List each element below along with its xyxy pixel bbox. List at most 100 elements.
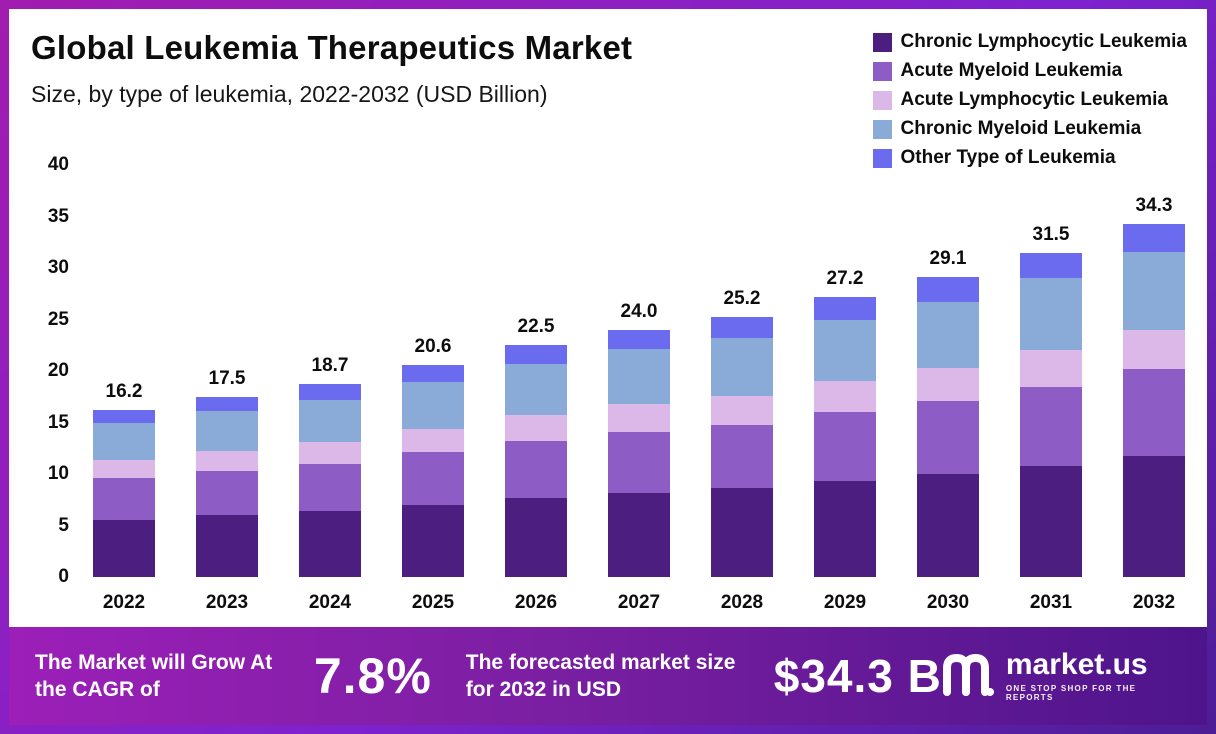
bar-total-label: 20.6 xyxy=(414,335,452,357)
page-subtitle: Size, by type of leukemia, 2022-2032 (US… xyxy=(31,81,548,107)
bar-segment-acute-lymphocytic-leukemia xyxy=(711,395,773,425)
x-tick-label: 2029 xyxy=(823,592,867,613)
bar-segment-acute-myeloid-leukemia xyxy=(196,470,258,516)
y-tick-label: 20 xyxy=(47,360,69,381)
bar-segment-acute-myeloid-leukemia xyxy=(299,463,361,512)
cagr-label: The Market will Grow At the CAGR of xyxy=(35,650,273,701)
infographic-canvas: Global Leukemia Therapeutics Market Size… xyxy=(9,9,1207,725)
plot-area: 16.2 2022 17.5 2023 18.7 2024 20.6 2025 22.5 2026… xyxy=(85,143,1193,621)
bar-segment-chronic-lymphocytic-leukemia xyxy=(917,474,979,577)
bar-segment-acute-myeloid-leukemia xyxy=(93,478,155,521)
bar-segment-acute-lymphocytic-leukemia xyxy=(196,451,258,471)
bar-total-label: 16.2 xyxy=(105,381,143,403)
market-us-logo-icon xyxy=(942,652,994,701)
y-tick-label: 15 xyxy=(47,411,69,433)
bar-segment-chronic-myeloid-leukemia xyxy=(196,411,258,452)
bar-segment-acute-lymphocytic-leukemia xyxy=(608,403,670,432)
bar-segment-chronic-lymphocytic-leukemia xyxy=(402,504,464,577)
legend: Chronic Lymphocytic Leukemia Acute Myeloi… xyxy=(872,31,1187,169)
bar-segment-other-type-of-leukemia xyxy=(608,329,670,350)
bar-total-label: 34.3 xyxy=(1135,194,1173,216)
bar-stack: 20.6 xyxy=(402,143,464,577)
bar-segment-chronic-lymphocytic-leukemia xyxy=(814,481,876,577)
bar-segment-chronic-myeloid-leukemia xyxy=(402,382,464,429)
x-tick-label: 2028 xyxy=(720,592,764,613)
bar-segment-chronic-lymphocytic-leukemia xyxy=(299,511,361,577)
bar-segment-chronic-myeloid-leukemia xyxy=(917,302,979,368)
x-tick-label: 2024 xyxy=(308,592,352,613)
cagr-value: 7.8% xyxy=(313,648,432,704)
bar-stack: 24.0 xyxy=(608,143,670,577)
bar-segment-acute-lymphocytic-leukemia xyxy=(1020,350,1082,387)
legend-swatch xyxy=(872,90,892,110)
legend-label: Other Type of Leukemia xyxy=(900,147,1116,168)
bar-column-2027: 24.0 2027 xyxy=(608,143,670,621)
bar-segment-chronic-myeloid-leukemia xyxy=(1020,278,1082,351)
bar-stack: 16.2 xyxy=(93,143,155,577)
bar-segment-acute-lymphocytic-leukemia xyxy=(299,442,361,464)
bar-segment-acute-lymphocytic-leukemia xyxy=(505,415,567,442)
bar-total-label: 29.1 xyxy=(929,248,967,270)
y-axis: 0 5 10 15 20 25 30 35 40 xyxy=(27,143,85,621)
bar-total-label: 24.0 xyxy=(620,300,658,322)
brand-tagline: ONE STOP SHOP FOR THE REPORTS xyxy=(1005,684,1137,702)
bar-segment-other-type-of-leukemia xyxy=(1123,223,1185,252)
bar-segment-chronic-lymphocytic-leukemia xyxy=(196,515,258,577)
y-tick-label: 35 xyxy=(47,205,69,227)
legend-label: Acute Myeloid Leukemia xyxy=(900,60,1123,81)
legend-item-other-type-of-leukemia: Other Type of Leukemia xyxy=(872,147,1187,169)
x-tick-label: 2025 xyxy=(411,592,455,613)
x-tick-label: 2032 xyxy=(1132,592,1176,613)
bar-total-label: 27.2 xyxy=(826,267,864,289)
y-tick-label: 30 xyxy=(47,257,69,278)
x-tick-label: 2023 xyxy=(205,592,249,613)
bar-segment-acute-myeloid-leukemia xyxy=(505,441,567,498)
y-tick-label: 25 xyxy=(47,308,69,330)
page-title: Global Leukemia Therapeutics Market xyxy=(31,29,633,66)
bar-column-2026: 22.5 2026 xyxy=(505,143,567,621)
bar-segment-chronic-lymphocytic-leukemia xyxy=(711,488,773,577)
bar-segment-acute-myeloid-leukemia xyxy=(814,412,876,482)
legend-swatch xyxy=(872,32,892,52)
legend-item-chronic-lymphocytic-leukemia: Chronic Lymphocytic Leukemia xyxy=(872,31,1187,53)
bar-total-label: 25.2 xyxy=(723,288,761,310)
legend-swatch xyxy=(872,148,892,168)
bar-stack: 18.7 xyxy=(299,143,361,577)
bar-segment-other-type-of-leukemia xyxy=(196,396,258,412)
bar-stack: 22.5 xyxy=(505,143,567,577)
bar-segment-acute-lymphocytic-leukemia xyxy=(917,367,979,401)
legend-swatch xyxy=(872,119,892,139)
brand: market.us ONE STOP SHOP FOR THE REPORTS xyxy=(942,650,1181,702)
x-tick-label: 2031 xyxy=(1029,592,1073,613)
bar-segment-chronic-lymphocytic-leukemia xyxy=(93,520,155,577)
y-tick-label: 0 xyxy=(58,566,69,587)
bar-segment-chronic-myeloid-leukemia xyxy=(299,399,361,443)
bar-segment-acute-myeloid-leukemia xyxy=(608,431,670,493)
bar-segment-acute-myeloid-leukemia xyxy=(917,400,979,474)
y-tick-label: 40 xyxy=(47,154,69,175)
bar-segment-other-type-of-leukemia xyxy=(917,277,979,303)
bar-segment-acute-myeloid-leukemia xyxy=(1123,369,1185,456)
bar-column-2023: 17.5 2023 xyxy=(196,143,258,621)
bar-segment-acute-myeloid-leukemia xyxy=(711,424,773,489)
y-tick-label: 10 xyxy=(47,463,69,484)
bar-total-label: 17.5 xyxy=(208,367,246,389)
bar-segment-chronic-myeloid-leukemia xyxy=(93,422,155,460)
brand-name: market.us xyxy=(1005,648,1148,681)
brand-text: market.us ONE STOP SHOP FOR THE REPORTS xyxy=(1005,648,1181,703)
bar-segment-chronic-lymphocytic-leukemia xyxy=(1123,455,1185,577)
bar-segment-chronic-lymphocytic-leukemia xyxy=(505,497,567,577)
bar-segment-acute-myeloid-leukemia xyxy=(402,452,464,505)
bar-segment-other-type-of-leukemia xyxy=(711,317,773,339)
bar-total-label: 22.5 xyxy=(517,316,555,338)
bar-segment-acute-lymphocytic-leukemia xyxy=(93,459,155,479)
legend-item-acute-lymphocytic-leukemia: Acute Lymphocytic Leukemia xyxy=(872,89,1187,111)
header: Global Leukemia Therapeutics Market Size… xyxy=(31,29,632,108)
bar-stack: 25.2 xyxy=(711,143,773,577)
bar-stack: 27.2 xyxy=(814,143,876,577)
bar-stack: 29.1 xyxy=(917,143,979,577)
bar-segment-acute-lymphocytic-leukemia xyxy=(402,428,464,453)
bar-column-2028: 25.2 2028 xyxy=(711,143,773,621)
bar-segment-chronic-myeloid-leukemia xyxy=(814,319,876,382)
